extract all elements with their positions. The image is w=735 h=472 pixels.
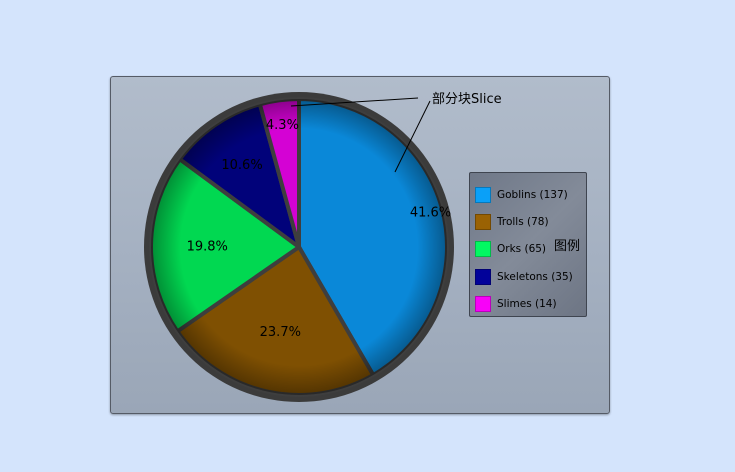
- legend-swatch: [475, 296, 491, 313]
- pie-percent-label: 19.8%: [187, 240, 228, 255]
- legend: Goblins (137) Trolls (78) Orks (65) Skeleto…: [469, 172, 587, 317]
- slice-callout-line: [394, 100, 431, 173]
- pie-percent-label: 10.6%: [221, 158, 262, 173]
- slice-annotation: 部分块Slice: [432, 92, 502, 107]
- legend-item-trolls[interactable]: Trolls (78): [470, 208, 586, 235]
- legend-annotation: 图例: [554, 239, 581, 254]
- legend-label: Skeletons (35): [497, 270, 573, 283]
- legend-item-skeletons[interactable]: Skeletons (35): [470, 263, 586, 290]
- legend-swatch: [475, 241, 491, 258]
- legend-label: Orks (65): [497, 243, 547, 256]
- legend-label: Goblins (137): [497, 188, 568, 201]
- pie-percent-label: 41.6%: [410, 206, 451, 221]
- legend-swatch: [475, 268, 491, 285]
- pie-percent-label: 23.7%: [260, 325, 301, 340]
- legend-swatch: [475, 186, 491, 203]
- legend-item-goblins[interactable]: Goblins (137): [470, 181, 586, 208]
- legend-item-slimes[interactable]: Slimes (14): [470, 291, 586, 318]
- pie-percent-label: 4.3%: [266, 118, 299, 133]
- slice-callout-line: [290, 97, 419, 107]
- legend-label: Trolls (78): [497, 216, 549, 229]
- legend-label: Slimes (14): [497, 298, 557, 311]
- legend-swatch: [475, 214, 491, 231]
- legend-item-orks[interactable]: Orks (65): [470, 236, 586, 263]
